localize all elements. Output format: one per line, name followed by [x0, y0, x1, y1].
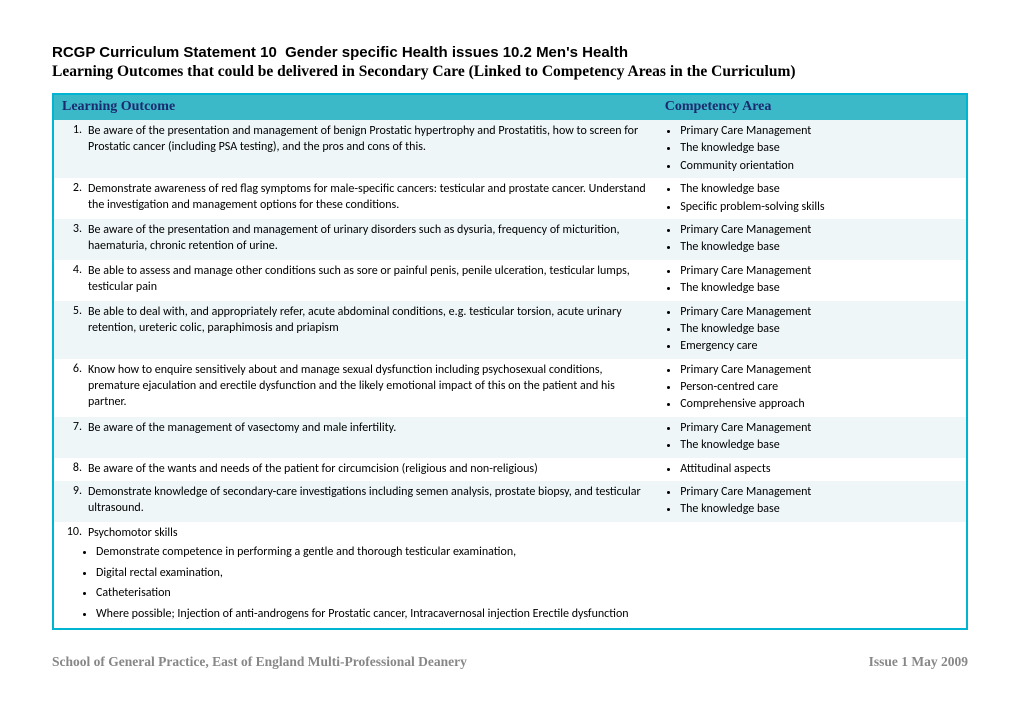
competency-cell: Attitudinal aspects — [656, 458, 967, 481]
learning-outcome-cell: 1.Be aware of the presentation and manag… — [53, 120, 656, 179]
competency-item: Primary Care Management — [680, 420, 960, 437]
competency-list: Primary Care ManagementThe knowledge bas… — [662, 420, 960, 455]
row-text: Be aware of the presentation and managem… — [88, 123, 650, 155]
competency-item: Person-centred care — [680, 379, 960, 396]
sub-skill-item: Where possible; Injection of anti-androg… — [96, 605, 650, 624]
competency-cell: Primary Care ManagementThe knowledge bas… — [656, 481, 967, 522]
competency-list: Primary Care ManagementThe knowledge bas… — [662, 263, 960, 298]
sub-skill-item: Demonstrate competence in performing a g… — [96, 543, 650, 562]
row-text: Be aware of the management of vasectomy … — [88, 420, 650, 436]
competency-item: Attitudinal aspects — [680, 461, 960, 478]
row-number: 3. — [60, 222, 88, 236]
table-row: 3.Be aware of the presentation and manag… — [53, 219, 967, 260]
sub-skill-item: Digital rectal examination, — [96, 564, 650, 583]
sub-skill-item: Catheterisation — [96, 584, 650, 603]
competency-cell — [656, 522, 967, 630]
row-text: Demonstrate knowledge of secondary-care … — [88, 484, 650, 516]
learning-outcome-cell: 4.Be able to assess and manage other con… — [53, 260, 656, 301]
page-title-1: RCGP Curriculum Statement 10 Gender spec… — [52, 44, 968, 61]
competency-item: Emergency care — [680, 338, 960, 355]
row-number: 8. — [60, 461, 88, 475]
sub-skill-list: Demonstrate competence in performing a g… — [60, 543, 650, 623]
row-number: 7. — [60, 420, 88, 434]
learning-outcome-cell: 2.Demonstrate awareness of red flag symp… — [53, 178, 656, 219]
competency-item: Primary Care Management — [680, 304, 960, 321]
row-number: 9. — [60, 484, 88, 498]
learning-outcome-cell: 6.Know how to enquire sensitively about … — [53, 359, 656, 417]
competency-cell: Primary Care ManagementPerson-centred ca… — [656, 359, 967, 417]
table-row: 10.Psychomotor skills Demonstrate compete… — [53, 522, 967, 630]
table-row: 8.Be aware of the wants and needs of the… — [53, 458, 967, 481]
competency-item: The knowledge base — [680, 280, 960, 297]
competency-list: Attitudinal aspects — [662, 461, 960, 478]
competency-item: Comprehensive approach — [680, 396, 960, 413]
competency-list: Primary Care ManagementThe knowledge bas… — [662, 123, 960, 175]
competency-item: The knowledge base — [680, 181, 960, 198]
competency-item: The knowledge base — [680, 437, 960, 454]
learning-outcome-cell: 7.Be aware of the management of vasectom… — [53, 417, 656, 458]
page-title-2: Learning Outcomes that could be delivere… — [52, 63, 968, 81]
row-text: Psychomotor skills — [88, 525, 650, 541]
competency-item: Specific problem-solving skills — [680, 199, 960, 216]
learning-outcomes-table: Learning Outcome Competency Area 1.Be aw… — [52, 93, 968, 630]
competency-cell: Primary Care ManagementThe knowledge bas… — [656, 301, 967, 359]
learning-outcome-cell: 5.Be able to deal with, and appropriatel… — [53, 301, 656, 359]
learning-outcome-cell: 10.Psychomotor skills Demonstrate compete… — [53, 522, 656, 630]
competency-cell: Primary Care ManagementThe knowledge bas… — [656, 417, 967, 458]
competency-item: Primary Care Management — [680, 222, 960, 239]
competency-item: The knowledge base — [680, 239, 960, 256]
row-text: Be aware of the wants and needs of the p… — [88, 461, 650, 477]
competency-list: Primary Care ManagementThe knowledge bas… — [662, 222, 960, 257]
table-row: 4.Be able to assess and manage other con… — [53, 260, 967, 301]
competency-item: The knowledge base — [680, 140, 960, 157]
row-text: Know how to enquire sensitively about an… — [88, 362, 650, 411]
footer-right: Issue 1 May 2009 — [869, 654, 968, 670]
competency-list: Primary Care ManagementPerson-centred ca… — [662, 362, 960, 414]
competency-item: Community orientation — [680, 158, 960, 175]
table-row: 2.Demonstrate awareness of red flag symp… — [53, 178, 967, 219]
competency-cell: Primary Care ManagementThe knowledge bas… — [656, 219, 967, 260]
row-text: Be able to assess and manage other condi… — [88, 263, 650, 295]
table-row: 7.Be aware of the management of vasectom… — [53, 417, 967, 458]
competency-list: The knowledge baseSpecific problem-solvi… — [662, 181, 960, 216]
col-competency-area: Competency Area — [656, 94, 967, 120]
competency-cell: The knowledge baseSpecific problem-solvi… — [656, 178, 967, 219]
competency-item: The knowledge base — [680, 321, 960, 338]
table-row: 5.Be able to deal with, and appropriatel… — [53, 301, 967, 359]
learning-outcome-cell: 8.Be aware of the wants and needs of the… — [53, 458, 656, 481]
col-learning-outcome: Learning Outcome — [53, 94, 656, 120]
row-text: Be able to deal with, and appropriately … — [88, 304, 650, 336]
table-row: 9.Demonstrate knowledge of secondary-car… — [53, 481, 967, 522]
table-row: 1.Be aware of the presentation and manag… — [53, 120, 967, 179]
row-text: Be aware of the presentation and managem… — [88, 222, 650, 254]
row-number: 10. — [60, 525, 88, 539]
competency-list: Primary Care ManagementThe knowledge bas… — [662, 304, 960, 356]
competency-item: Primary Care Management — [680, 263, 960, 280]
row-text: Demonstrate awareness of red flag sympto… — [88, 181, 650, 213]
competency-list: Primary Care ManagementThe knowledge bas… — [662, 484, 960, 519]
competency-cell: Primary Care ManagementThe knowledge bas… — [656, 120, 967, 179]
competency-item: Primary Care Management — [680, 123, 960, 140]
competency-item: The knowledge base — [680, 501, 960, 518]
row-number: 5. — [60, 304, 88, 318]
row-number: 6. — [60, 362, 88, 376]
table-row: 6.Know how to enquire sensitively about … — [53, 359, 967, 417]
competency-item: Primary Care Management — [680, 362, 960, 379]
competency-item: Primary Care Management — [680, 484, 960, 501]
footer-left: School of General Practice, East of Engl… — [52, 654, 467, 670]
learning-outcome-cell: 9.Demonstrate knowledge of secondary-car… — [53, 481, 656, 522]
learning-outcome-cell: 3.Be aware of the presentation and manag… — [53, 219, 656, 260]
row-number: 2. — [60, 181, 88, 195]
row-number: 1. — [60, 123, 88, 137]
row-number: 4. — [60, 263, 88, 277]
competency-cell: Primary Care ManagementThe knowledge bas… — [656, 260, 967, 301]
